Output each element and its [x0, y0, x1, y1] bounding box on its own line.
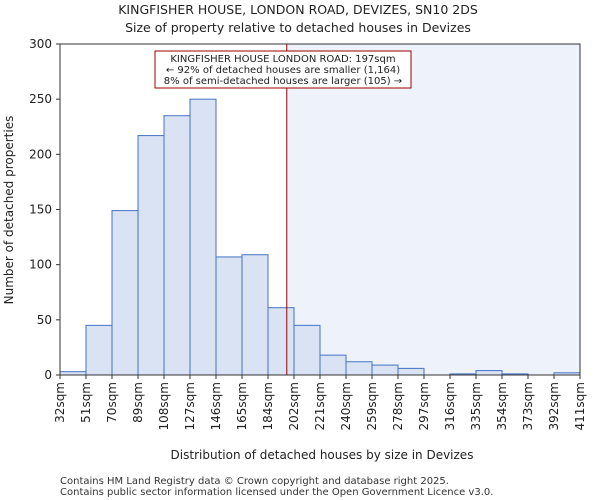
x-tick-label: 202sqm	[287, 382, 301, 430]
chart-title: KINGFISHER HOUSE, LONDON ROAD, DEVIZES, …	[118, 2, 478, 17]
bar-89sqm	[137, 135, 165, 376]
bar-278sqm	[397, 367, 425, 376]
highlight-region-group	[286, 44, 580, 375]
x-tick-label: 108sqm	[157, 382, 171, 430]
bar-259sqm	[371, 364, 399, 376]
annotation-box: KINGFISHER HOUSE LONDON ROAD: 197sqm ← 9…	[154, 50, 412, 89]
bar-240sqm	[345, 361, 373, 376]
bar-146sqm	[215, 256, 243, 376]
bar-127sqm	[189, 98, 217, 376]
y-tick-label: 50	[37, 313, 52, 327]
y-tick-label: 200	[29, 147, 52, 161]
x-tick-label: 335sqm	[469, 382, 483, 430]
bar-221sqm	[319, 354, 347, 376]
x-tick-label: 354sqm	[495, 382, 509, 430]
y-axis-title: Number of detached properties	[2, 116, 16, 305]
x-tick-label: 32sqm	[53, 382, 67, 423]
footer-line-2: Contains public sector information licen…	[60, 487, 493, 498]
x-tick-label: 240sqm	[339, 382, 353, 430]
x-tick-label: 165sqm	[235, 382, 249, 430]
chart-subtitle: Size of property relative to detached ho…	[125, 20, 471, 35]
annotation-line-3: 8% of semi-detached houses are larger (1…	[164, 76, 402, 87]
x-axis-title: Distribution of detached houses by size …	[171, 448, 474, 462]
x-tick-label: 221sqm	[313, 382, 327, 430]
bar-165sqm	[241, 254, 269, 376]
bars-group	[59, 98, 581, 376]
x-tick-label: 392sqm	[547, 382, 561, 430]
x-tick-label: 184sqm	[261, 382, 275, 430]
annotation-background	[154, 50, 412, 89]
bar-202sqm	[293, 324, 321, 376]
bar-51sqm	[85, 324, 113, 376]
x-tick-label: 411sqm	[573, 382, 587, 430]
x-tick-label: 278sqm	[391, 382, 405, 430]
footer-line-1: Contains HM Land Registry data © Crown c…	[60, 476, 449, 487]
bar-335sqm	[475, 370, 503, 376]
x-tick-label: 259sqm	[365, 382, 379, 430]
x-axis: 32sqm 51sqm 70sqm 89sqm 108sqm 127sqm 146sqm 16…	[53, 375, 587, 430]
x-tick-label: 89sqm	[131, 382, 145, 423]
x-tick-label: 70sqm	[105, 382, 119, 423]
x-tick-label: 297sqm	[417, 382, 431, 430]
x-tick-label: 146sqm	[209, 382, 223, 430]
x-tick-label: 373sqm	[521, 382, 535, 430]
larger-properties-region	[286, 44, 580, 375]
y-tick-label: 150	[29, 203, 52, 217]
x-tick-label: 316sqm	[443, 382, 457, 430]
y-tick-label: 100	[29, 258, 52, 272]
y-axis: 0 50 100 150 200 250 300	[29, 37, 60, 382]
y-tick-label: 250	[29, 92, 52, 106]
y-tick-label: 300	[29, 37, 52, 51]
x-tick-label: 127sqm	[183, 382, 197, 430]
y-tick-label: 0	[44, 368, 52, 382]
bar-70sqm	[111, 210, 139, 376]
x-tick-label: 51sqm	[79, 382, 93, 423]
bar-108sqm	[163, 115, 191, 376]
bar-184sqm	[267, 307, 295, 376]
annotation-line-2: ← 92% of detached houses are smaller (1,…	[166, 65, 400, 76]
annotation-line-1: KINGFISHER HOUSE LONDON ROAD: 197sqm	[170, 54, 395, 65]
